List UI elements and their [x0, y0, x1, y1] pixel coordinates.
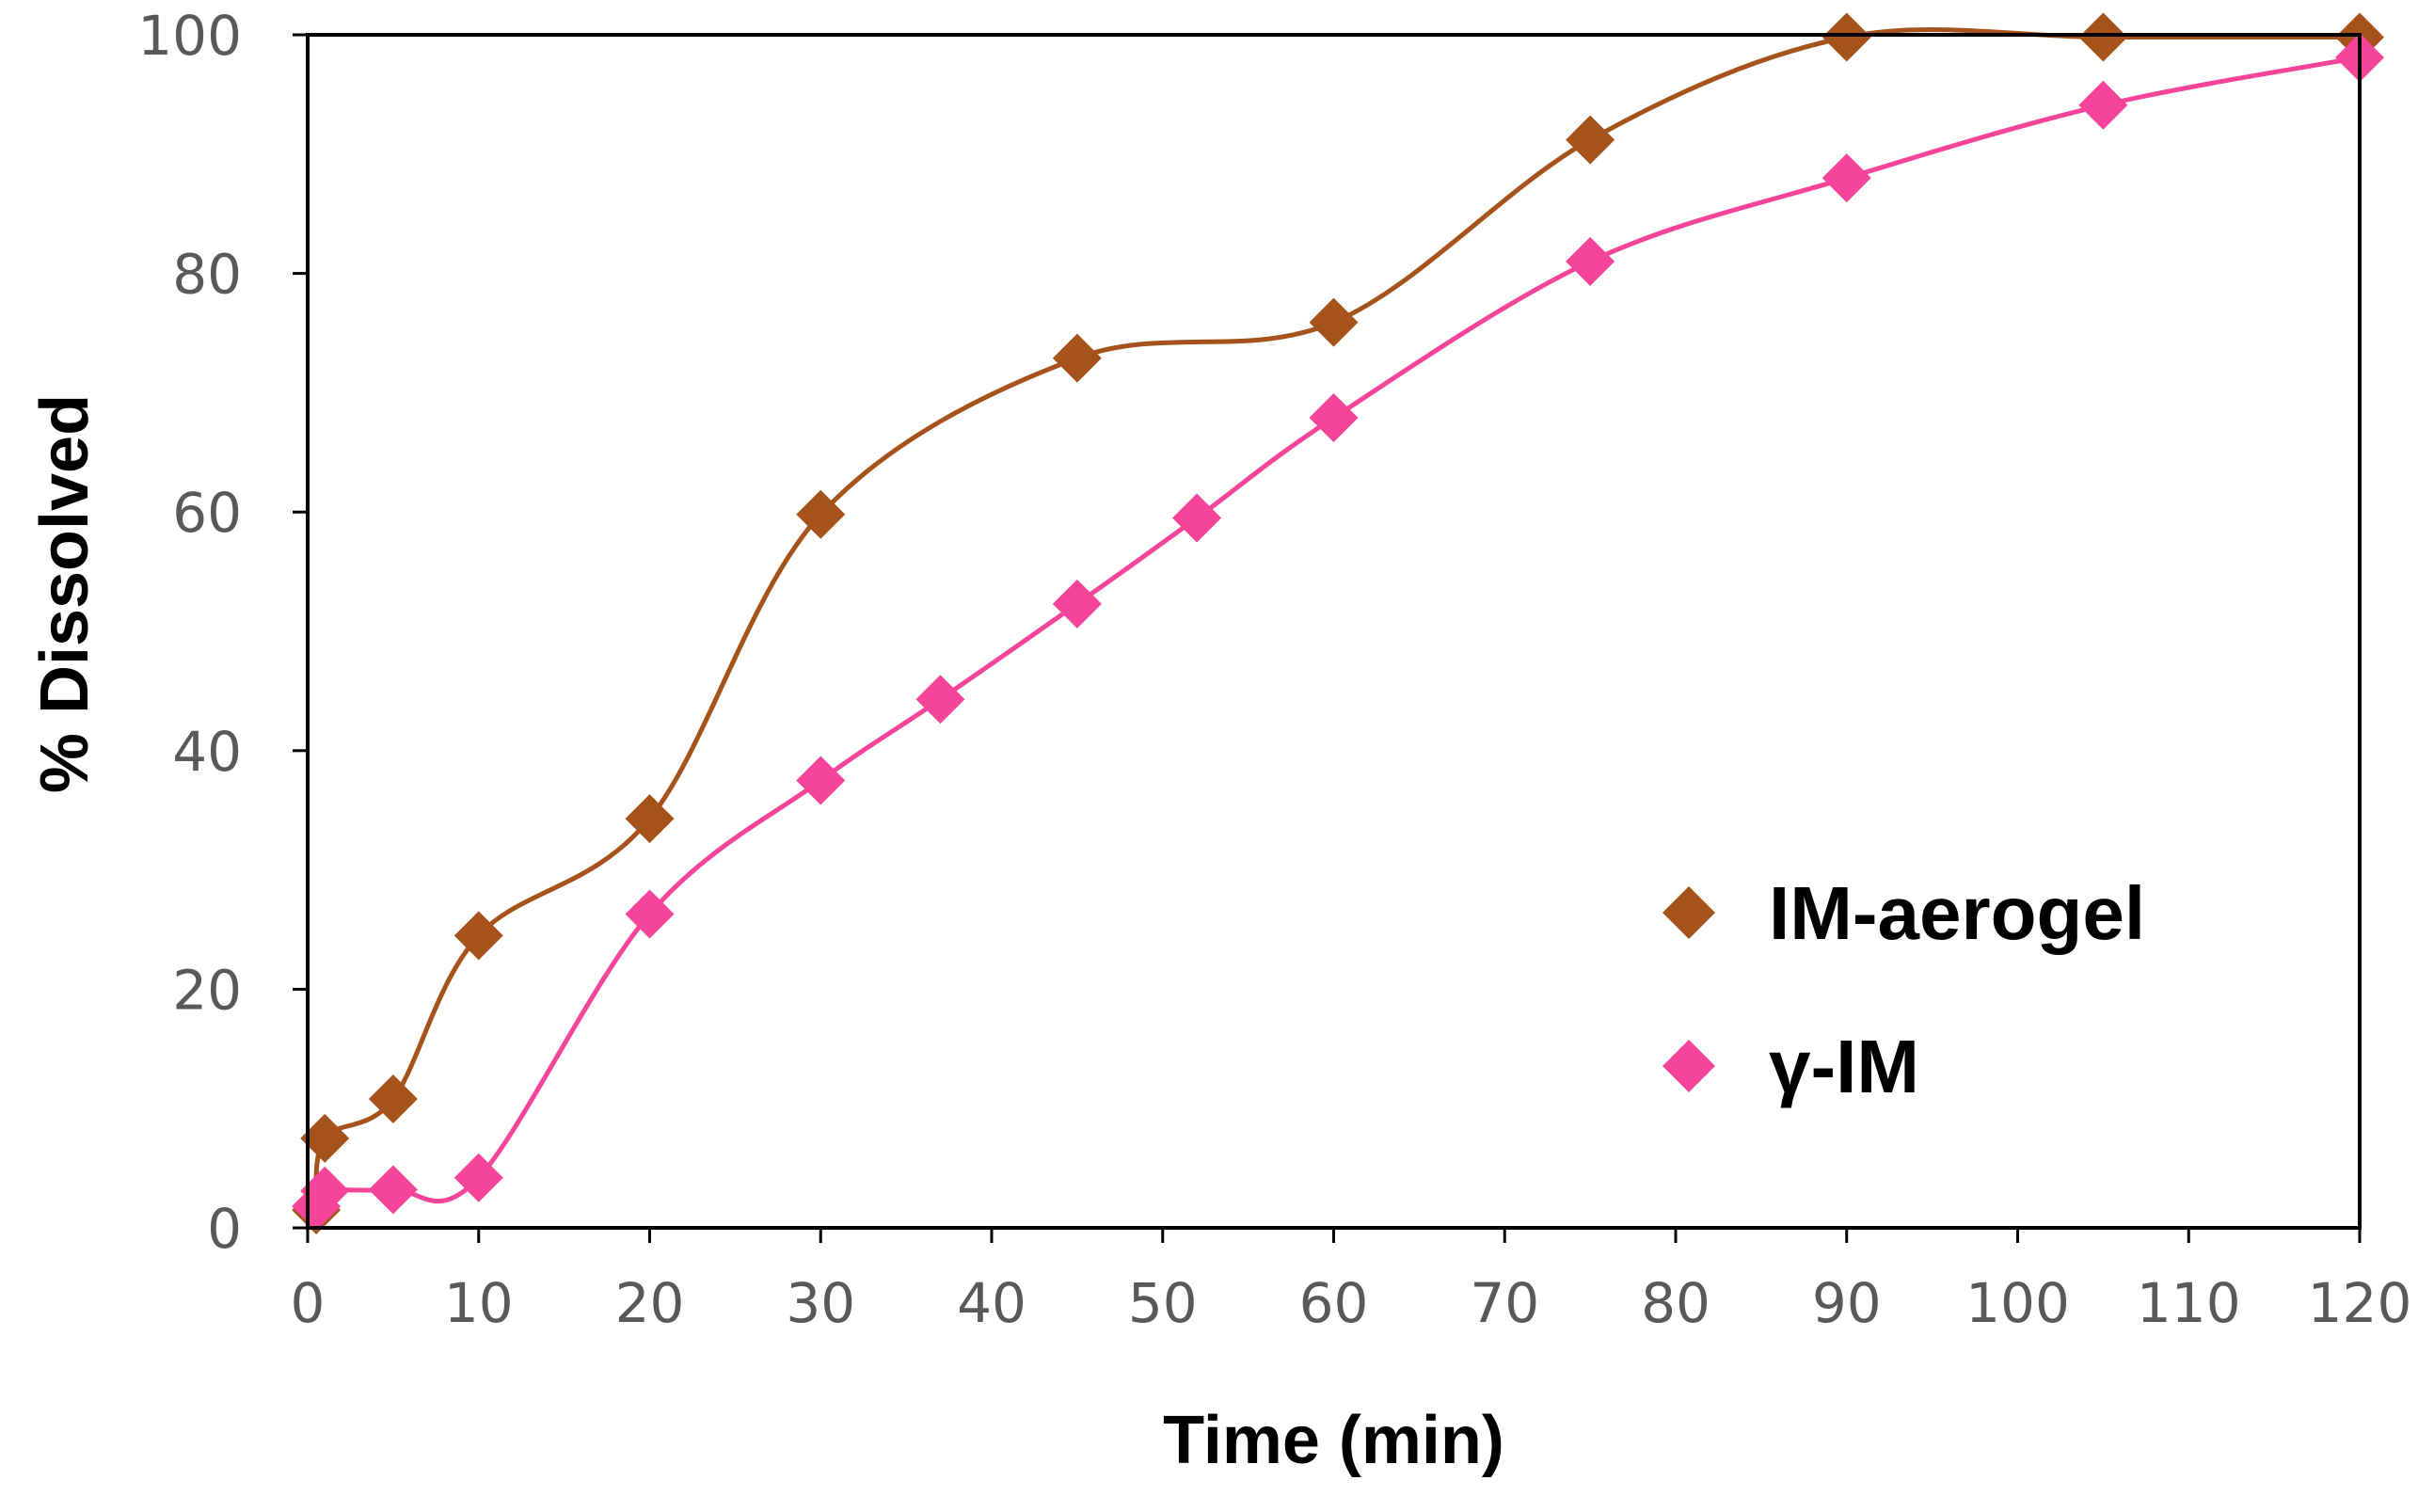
axis-ticks: [293, 33, 2362, 1243]
x-tick-label: 70: [1470, 1271, 1539, 1335]
x-tick-label: 80: [1641, 1271, 1710, 1335]
gamma-im-point: [453, 1153, 503, 1202]
legend-gamma-im-label: γ-IM: [1769, 1025, 1919, 1108]
x-tick-label: 10: [444, 1271, 514, 1335]
gamma-im-line: [313, 55, 2361, 1208]
im-aerogel-point: [1566, 115, 1615, 165]
gamma-im-point: [2078, 80, 2128, 130]
x-tick-label: 30: [786, 1271, 855, 1335]
x-axis-tick-labels: 0 10 20 30 40 50 60 70 80 90 100 110 120: [291, 1271, 2412, 1335]
x-tick-label: 100: [1965, 1271, 2070, 1335]
im-aerogel-point: [1822, 12, 1871, 62]
x-tick-label: 90: [1812, 1271, 1882, 1335]
im-aerogel-point: [300, 1113, 350, 1163]
gamma-im-point: [625, 889, 675, 939]
y-tick-label: 40: [172, 720, 242, 784]
im-aerogel-point: [453, 911, 503, 961]
y-tick-label: 0: [207, 1197, 242, 1261]
y-tick-label: 80: [172, 243, 242, 307]
y-tick-label: 100: [137, 4, 242, 68]
y-tick-label: 60: [172, 481, 242, 545]
plot-area-frame: [306, 33, 2362, 1230]
y-axis-tick-labels: 0 20 40 60 80 100: [137, 4, 242, 1261]
gamma-im-point: [300, 1166, 350, 1216]
legend: IM-aerogel γ-IM: [1662, 871, 2145, 1108]
x-axis-title: Time (min): [1163, 1403, 1504, 1478]
im-aerogel-point: [1052, 333, 1102, 383]
x-tick-label: 60: [1299, 1271, 1369, 1335]
legend-im-aerogel-label: IM-aerogel: [1769, 871, 2145, 955]
im-aerogel-point: [625, 794, 675, 844]
x-tick-label: 120: [2308, 1271, 2412, 1335]
im-aerogel-line: [313, 26, 2360, 1211]
x-tick-label: 20: [615, 1271, 685, 1335]
gamma-im-point: [368, 1165, 418, 1215]
im-aerogel-point: [368, 1074, 418, 1124]
gamma-im-point: [1566, 236, 1615, 286]
gamma-im-point: [1052, 579, 1102, 629]
im-aerogel-point: [2078, 12, 2128, 62]
y-tick-label: 20: [172, 958, 242, 1022]
x-tick-label: 50: [1128, 1271, 1198, 1335]
im-aerogel-point: [1309, 297, 1359, 347]
series-markers: [292, 12, 2384, 1234]
x-tick-label: 110: [2137, 1271, 2241, 1335]
im-aerogel-point: [796, 489, 846, 539]
legend-im-aerogel-marker: [1662, 886, 1715, 939]
series-curves: [313, 26, 2361, 1211]
x-tick-label: 40: [957, 1271, 1026, 1335]
gamma-im-point: [796, 756, 846, 805]
gamma-im-point: [1309, 393, 1359, 443]
x-tick-label: 0: [291, 1271, 326, 1335]
gamma-im-point: [915, 675, 965, 724]
y-axis-title: % Dissolved: [27, 394, 103, 793]
legend-gamma-im-marker: [1662, 1040, 1715, 1092]
gamma-im-point: [1822, 153, 1871, 203]
gamma-im-point: [1172, 493, 1222, 543]
